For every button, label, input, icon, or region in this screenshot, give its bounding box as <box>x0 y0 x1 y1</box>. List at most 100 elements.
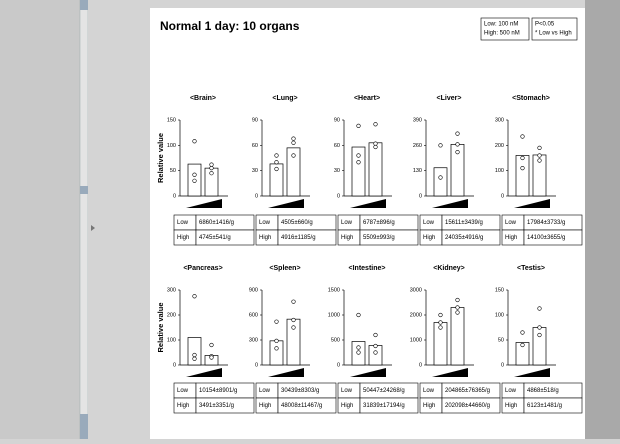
table-cell <box>195 229 255 246</box>
y-tick-label: 50 <box>170 168 176 174</box>
table-text: Low <box>423 220 435 226</box>
y-tick-label: 30 <box>334 168 340 174</box>
data-point <box>373 343 378 349</box>
table-text: High <box>341 235 353 241</box>
data-point <box>192 139 197 144</box>
table-text: High <box>505 403 517 409</box>
table-text: 14100±3655/g <box>527 235 565 241</box>
table-text: Low <box>505 220 517 226</box>
data-point <box>356 345 361 350</box>
table-text: 4505±660/g <box>281 220 313 226</box>
data-point <box>373 141 378 146</box>
data-point <box>291 325 296 330</box>
table-text: 48008±11467/g <box>281 403 322 409</box>
y-tick-label: 0 <box>255 193 258 199</box>
y-tick-label: 260 <box>413 143 422 149</box>
y-tick-label: 1000 <box>328 312 340 318</box>
chart-title: <Liver> <box>437 95 462 102</box>
data-point <box>455 150 460 155</box>
table-text: 5509±993/g <box>363 235 395 241</box>
data-point <box>455 297 460 303</box>
table-text: 3491±3351/g <box>199 403 234 409</box>
stats-box <box>531 17 578 41</box>
y-tick-label: 3000 <box>410 287 422 293</box>
dose-wedge <box>350 199 386 208</box>
data-point <box>291 153 296 158</box>
bar <box>351 146 366 197</box>
y-tick-label: 90 <box>252 117 258 123</box>
data-point <box>373 350 378 355</box>
chart-title: <Heart> <box>354 95 380 102</box>
data-point <box>274 153 279 158</box>
viewer-margin <box>88 0 150 439</box>
bar <box>368 345 383 366</box>
dose-wedge <box>432 368 468 377</box>
table-cell <box>277 229 337 246</box>
table-text: 4868±518/g <box>527 388 559 394</box>
data-point <box>209 342 214 348</box>
table-cell <box>359 397 419 414</box>
y-tick-label: 0 <box>419 193 422 199</box>
table-text: 6787±896/g <box>363 220 395 226</box>
table-text: Low <box>259 220 271 226</box>
table-cell <box>195 397 255 414</box>
chart-title: <Intestine> <box>349 265 386 272</box>
data-point <box>537 306 542 311</box>
chart-title: <Brain> <box>190 95 216 102</box>
table-text: 10154±8901/g <box>199 388 237 394</box>
page-title: Normal 1 day: 10 organs <box>160 19 300 33</box>
y-tick-label: 100 <box>495 168 504 174</box>
y-tick-label: 50 <box>498 337 504 343</box>
data-point <box>274 338 279 343</box>
data-point <box>373 332 378 338</box>
data-point <box>520 134 525 139</box>
table-text: 4916±1185/g <box>281 235 316 241</box>
data-point <box>274 160 279 165</box>
y-tick-label: 390 <box>413 117 422 123</box>
scroll-down[interactable] <box>80 414 88 439</box>
table-text: 24035±4916/g <box>445 235 483 241</box>
y-tick-label: 100 <box>495 312 504 318</box>
table-text: 30439±8303/g <box>281 388 319 394</box>
y-tick-label: 0 <box>419 362 422 368</box>
bar <box>515 342 530 366</box>
table-text: 31839±17194/g <box>363 403 405 409</box>
scrollbar[interactable] <box>79 0 89 440</box>
expand-arrow[interactable] <box>91 225 95 231</box>
table-text: High <box>341 403 353 409</box>
table-cell <box>441 397 501 414</box>
data-point <box>192 172 197 177</box>
note-box <box>480 17 530 41</box>
table-cell <box>359 229 419 246</box>
y-tick-label: 100 <box>167 143 176 149</box>
stats-note: P<0.05 <box>535 22 555 28</box>
table-text: High <box>259 403 271 409</box>
data-point <box>438 312 443 318</box>
note: High: 500 nM <box>484 31 520 37</box>
y-tick-label: 30 <box>252 168 258 174</box>
side-panel <box>0 0 80 439</box>
data-point <box>274 319 279 324</box>
dose-wedge <box>186 368 222 377</box>
chart-title: <Lung> <box>272 95 297 102</box>
data-point <box>209 355 214 360</box>
chart-title: <Kidney> <box>433 265 465 272</box>
y-axis-label: Relative value <box>156 302 165 352</box>
data-point <box>356 153 361 158</box>
data-point <box>455 131 460 136</box>
scroll-up[interactable] <box>80 0 88 10</box>
scroll-thumb[interactable] <box>80 186 88 194</box>
table-cell <box>441 229 501 246</box>
dose-wedge <box>268 199 304 208</box>
data-point <box>192 352 197 358</box>
y-tick-label: 600 <box>249 312 258 318</box>
bar <box>286 147 301 197</box>
bar <box>368 142 383 197</box>
y-tick-label: 500 <box>331 337 340 343</box>
table-text: Low <box>505 388 517 394</box>
table-text: Low <box>177 220 189 226</box>
data-point <box>520 166 525 171</box>
data-point <box>438 143 443 148</box>
y-tick-label: 900 <box>249 287 258 293</box>
